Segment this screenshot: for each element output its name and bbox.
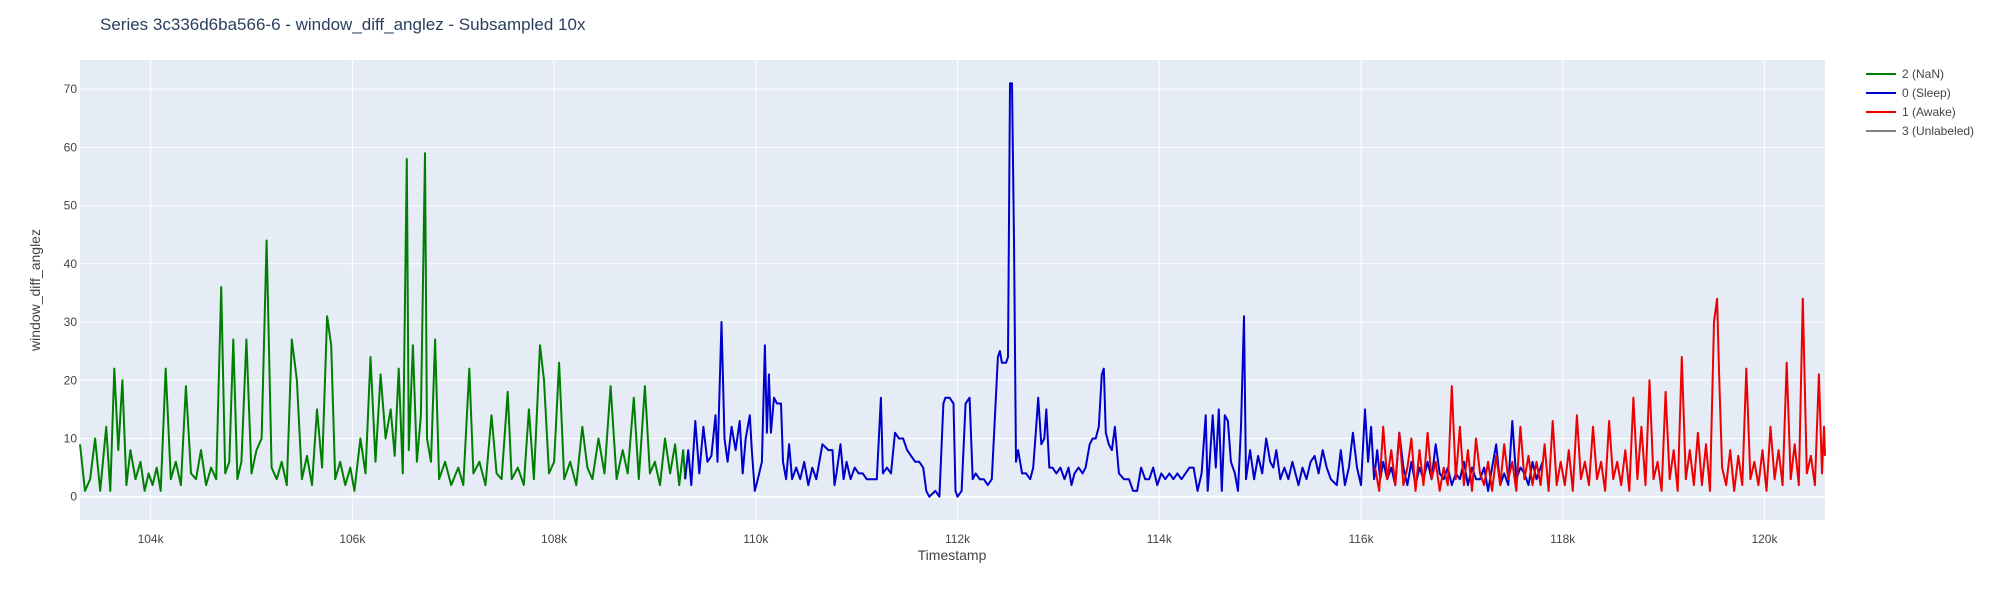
legend[interactable]: 2 (NaN) 0 (Sleep) 1 (Awake) 3 (Unlabeled) xyxy=(1866,67,1974,138)
chart-title: Series 3c336d6ba566-6 - window_diff_angl… xyxy=(100,15,586,34)
legend-item[interactable]: 0 (Sleep) xyxy=(1866,86,1951,100)
legend-item[interactable]: 1 (Awake) xyxy=(1866,105,1956,119)
y-tick-label: 50 xyxy=(64,199,78,213)
legend-label: 2 (NaN) xyxy=(1902,67,1944,81)
y-tick-label: 70 xyxy=(64,82,78,96)
x-tick-label: 120k xyxy=(1751,532,1778,546)
x-tick-label: 114k xyxy=(1147,532,1173,546)
x-axis-title: Timestamp xyxy=(918,547,987,563)
y-tick-label: 60 xyxy=(64,140,78,154)
x-tick-label: 110k xyxy=(743,532,769,546)
legend-label: 3 (Unlabeled) xyxy=(1902,124,1974,138)
x-tick-label: 118k xyxy=(1550,532,1576,546)
legend-item[interactable]: 3 (Unlabeled) xyxy=(1866,124,1974,138)
y-gridlines xyxy=(80,88,1825,498)
y-tick-label: 10 xyxy=(64,431,78,445)
legend-label: 0 (Sleep) xyxy=(1902,86,1951,100)
x-gridlines xyxy=(150,60,1765,520)
legend-label: 1 (Awake) xyxy=(1902,105,1956,119)
x-tick-label: 112k xyxy=(945,532,971,546)
x-tick-label: 116k xyxy=(1348,532,1374,546)
x-tick-label: 106k xyxy=(339,532,366,546)
x-axis-ticks: 104k 106k 108k 110k 112k 114k 116k 118k 120k xyxy=(138,532,1779,546)
legend-item[interactable]: 2 (NaN) xyxy=(1866,67,1944,81)
x-tick-label: 108k xyxy=(541,532,568,546)
series-line xyxy=(684,82,1544,498)
y-tick-label: 0 xyxy=(70,490,77,504)
y-tick-label: 30 xyxy=(64,315,78,329)
series-line xyxy=(1374,297,1826,492)
y-axis-ticks: 0 10 20 30 40 50 60 70 xyxy=(64,82,78,504)
y-tick-label: 40 xyxy=(64,257,78,271)
y-tick-label: 20 xyxy=(64,373,78,387)
series-line xyxy=(79,152,687,492)
y-axis-title: window_diff_anglez xyxy=(27,229,43,352)
x-tick-label: 104k xyxy=(138,532,165,546)
plot-area[interactable] xyxy=(80,60,1825,520)
series-lines xyxy=(79,82,1826,498)
